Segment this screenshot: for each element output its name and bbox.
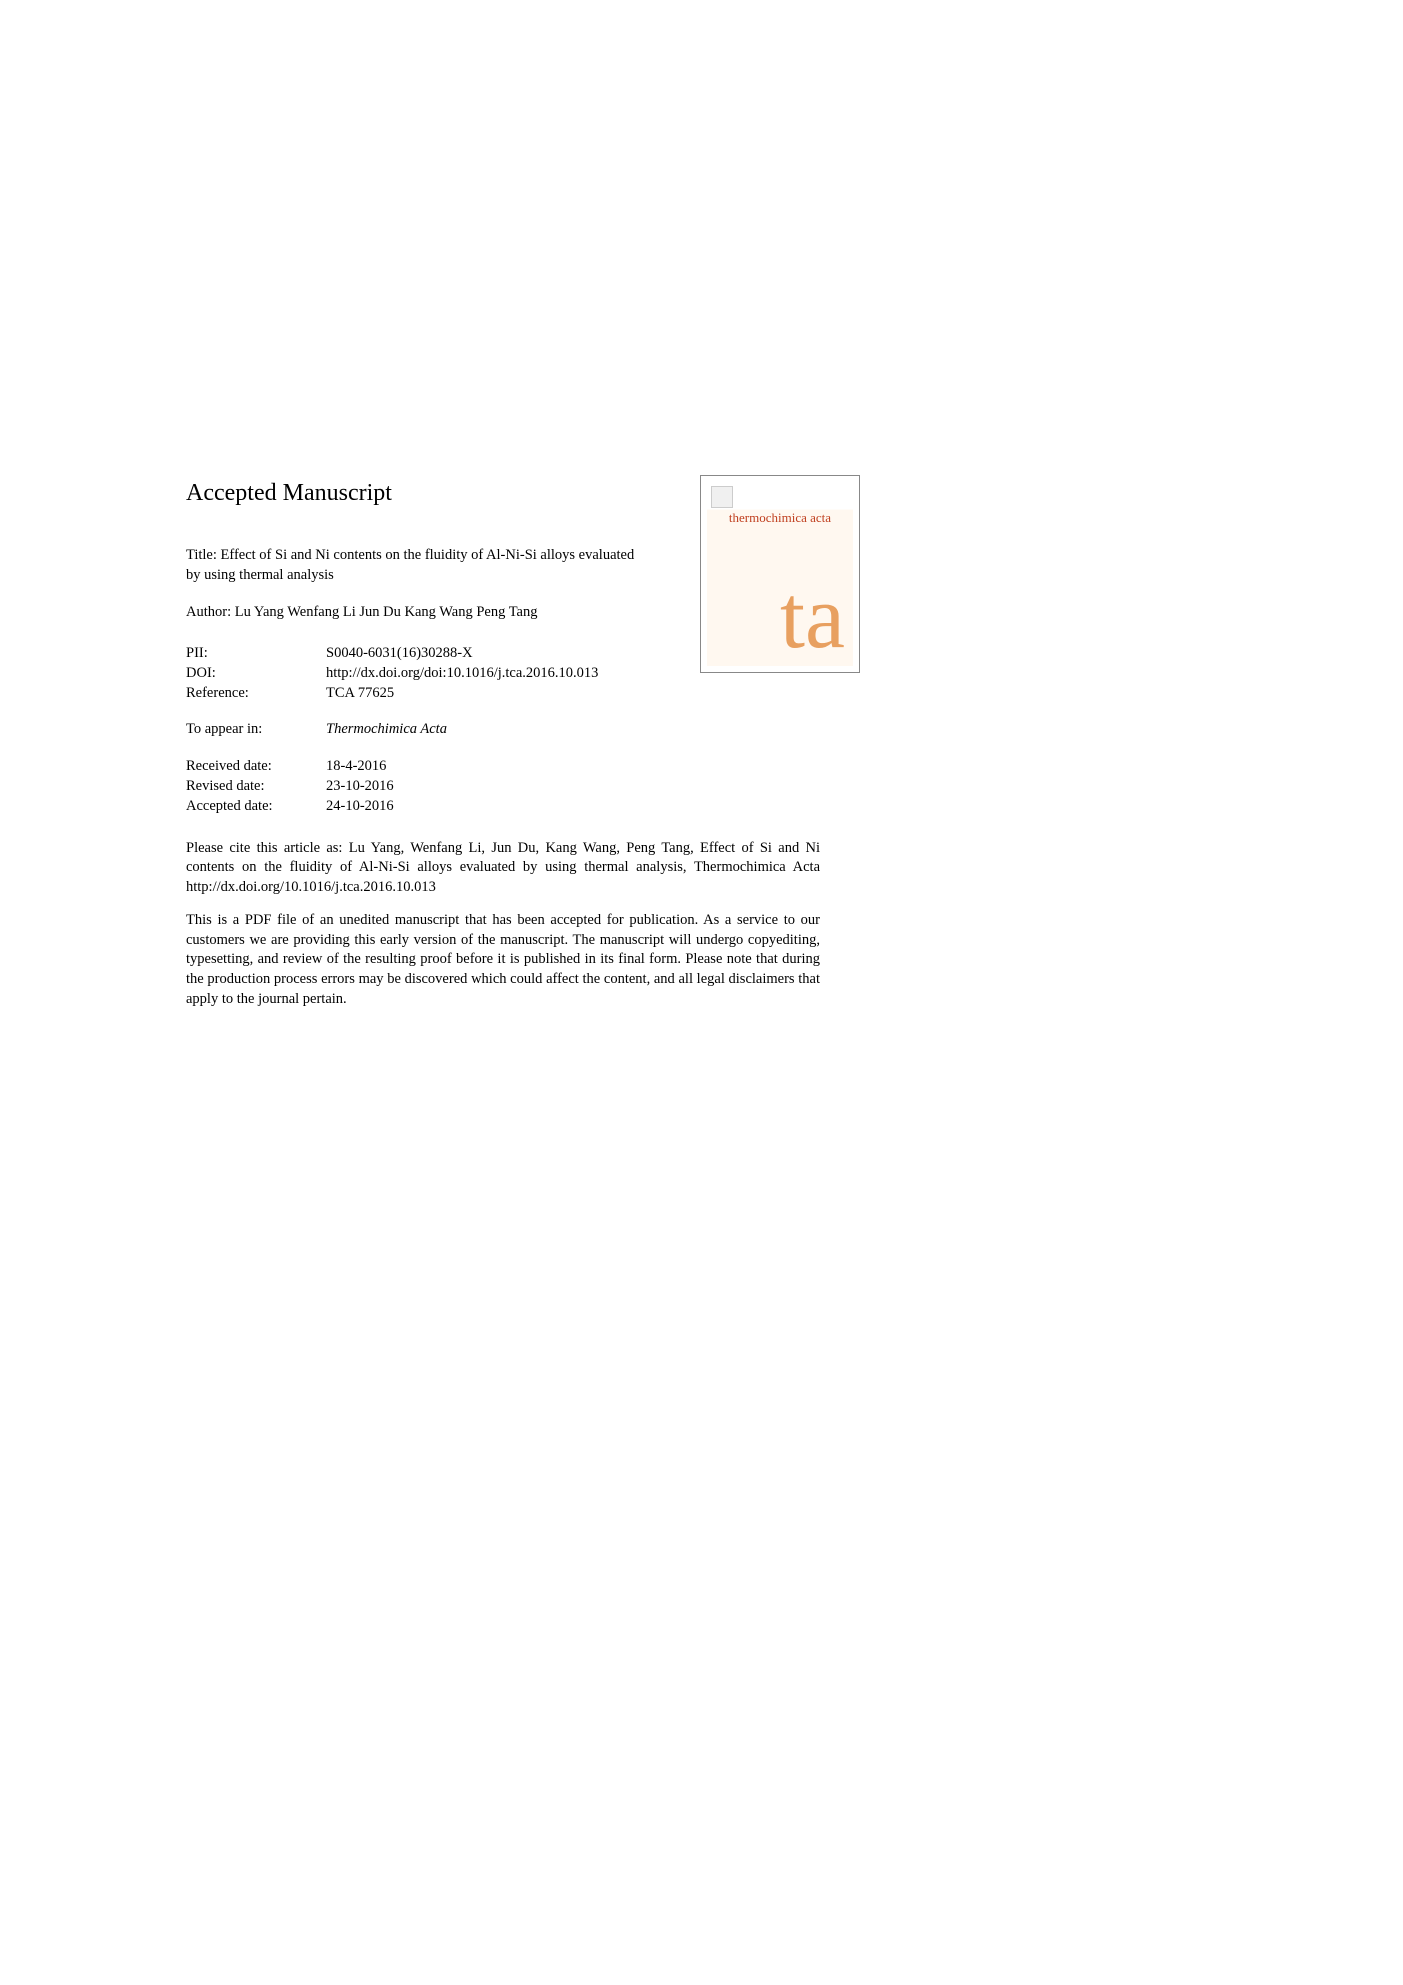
meta-block-2: To appear in: Thermochimica Acta [186,719,866,739]
meta-row-reference: Reference: TCA 77625 [186,683,866,703]
meta-label: PII: [186,643,326,663]
author-label: Author: [186,604,231,620]
meta-row-accepted: Accepted date: 24-10-2016 [186,796,866,816]
cover-inner: thermochimica acta ta [707,482,853,666]
meta-value: Thermochimica Acta [326,719,866,739]
title-label: Title: [186,547,217,563]
title-section: Title: Effect of Si and Ni contents on t… [186,545,651,586]
meta-row-appear: To appear in: Thermochimica Acta [186,719,866,739]
meta-block-3: Received date: 18-4-2016 Revised date: 2… [186,756,866,817]
meta-row-revised: Revised date: 23-10-2016 [186,776,866,796]
meta-label: Received date: [186,756,326,776]
cover-journal-name: thermochimica acta [707,510,853,526]
meta-value: 24-10-2016 [326,796,866,816]
author-text: Lu Yang Wenfang Li Jun Du Kang Wang Peng… [235,604,538,620]
journal-cover: thermochimica acta ta [700,475,860,673]
meta-label: Reference: [186,683,326,703]
citation-text: Please cite this article as: Lu Yang, We… [186,839,820,898]
meta-value: 23-10-2016 [326,776,866,796]
disclaimer-text: This is a PDF file of an unedited manusc… [186,911,820,1009]
title-text: Effect of Si and Ni contents on the flui… [186,547,634,583]
meta-row-received: Received date: 18-4-2016 [186,756,866,776]
meta-label: Revised date: [186,776,326,796]
meta-label: Accepted date: [186,796,326,816]
meta-value: TCA 77625 [326,683,866,703]
publisher-logo-icon [711,486,733,508]
cover-ta-graphic: ta [780,582,845,654]
author-section: Author: Lu Yang Wenfang Li Jun Du Kang W… [186,604,651,621]
meta-label: DOI: [186,663,326,683]
meta-value: 18-4-2016 [326,756,866,776]
meta-label: To appear in: [186,719,326,739]
